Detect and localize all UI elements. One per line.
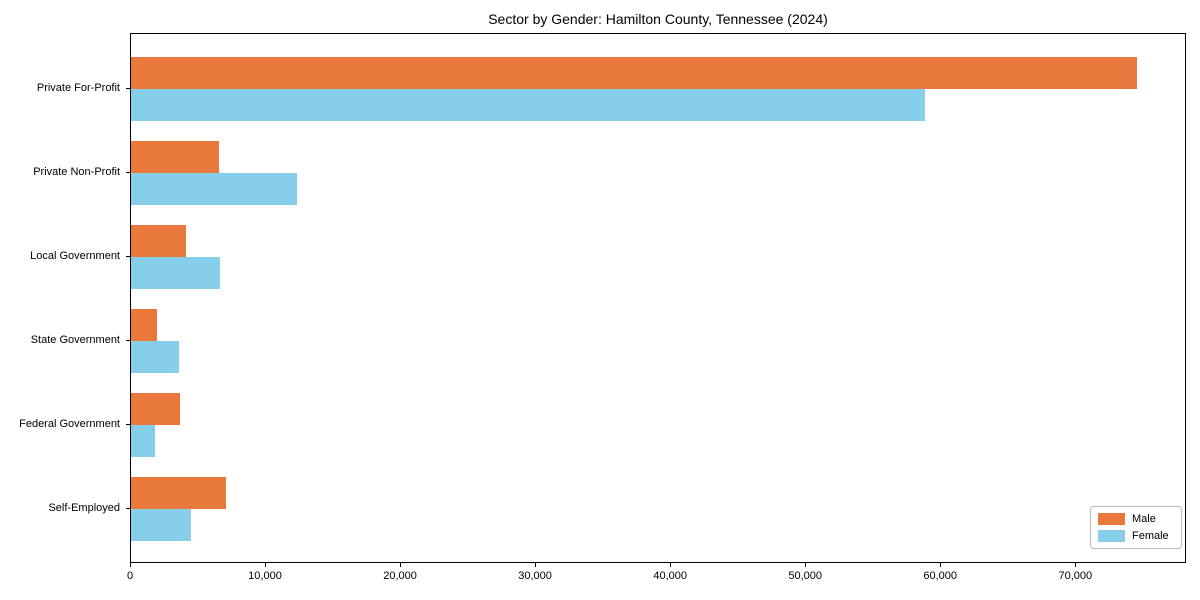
x-tick-label-50-000: 50,000 xyxy=(788,570,823,582)
y-tick-label-federal-government: Federal Government xyxy=(19,418,120,430)
legend-item-female: Female xyxy=(1098,530,1173,542)
x-tick-label-40-000: 40,000 xyxy=(653,570,688,582)
y-tick-label-local-government: Local Government xyxy=(30,250,120,262)
x-tick-label-30-000: 30,000 xyxy=(518,570,552,582)
y-tick-mark xyxy=(126,424,130,425)
bar-female-self-employed xyxy=(131,509,192,541)
bar-male-private-for-profit xyxy=(131,57,1137,89)
x-tick-label-20-000: 20,000 xyxy=(383,570,417,582)
y-tick-mark xyxy=(126,508,130,509)
bar-male-federal-government xyxy=(131,393,181,425)
y-tick-mark xyxy=(126,340,130,341)
male-series-swatch xyxy=(1098,513,1125,525)
x-tick-mark xyxy=(130,563,131,567)
y-tick-label-private-for-profit: Private For-Profit xyxy=(36,82,120,94)
x-tick-mark xyxy=(400,563,402,567)
bar-female-state-government xyxy=(131,341,179,373)
x-tick-mark xyxy=(670,563,672,567)
x-tick-label-60-000: 60,000 xyxy=(923,570,958,582)
chart-title: Sector by Gender: Hamilton County, Tenne… xyxy=(488,11,828,27)
female-series-swatch xyxy=(1098,530,1125,542)
x-tick-mark xyxy=(805,563,807,567)
bar-female-federal-government xyxy=(131,425,156,457)
x-tick-label-10-000: 10,000 xyxy=(248,570,282,582)
y-tick-label-self-employed: Self-Employed xyxy=(48,502,120,514)
x-tick-mark xyxy=(1075,563,1077,567)
legend: Male Female xyxy=(1090,506,1182,549)
bar-male-state-government xyxy=(131,309,158,341)
y-tick-mark xyxy=(126,172,130,173)
x-tick-label-70-000: 70,000 xyxy=(1058,570,1093,582)
y-tick-mark xyxy=(126,88,130,89)
x-tick-mark xyxy=(940,563,942,567)
y-tick-mark xyxy=(126,256,130,257)
bar-male-self-employed xyxy=(131,477,227,509)
bar-female-private-non-profit xyxy=(131,173,298,205)
bar-male-private-non-profit xyxy=(131,141,219,173)
y-tick-label-private-non-profit: Private Non-Profit xyxy=(33,166,120,178)
legend-label-male: Male xyxy=(1132,513,1156,525)
bar-female-local-government xyxy=(131,257,221,289)
bar-male-local-government xyxy=(131,225,187,257)
x-tick-mark xyxy=(265,563,266,567)
x-tick-label-0: 0 xyxy=(126,570,134,582)
plot-area xyxy=(130,33,1186,563)
y-tick-label-state-government: State Government xyxy=(30,334,120,346)
legend-item-male: Male xyxy=(1098,513,1173,525)
legend-label-female: Female xyxy=(1132,530,1169,542)
x-tick-mark xyxy=(535,563,537,567)
bar-female-private-for-profit xyxy=(131,89,925,121)
